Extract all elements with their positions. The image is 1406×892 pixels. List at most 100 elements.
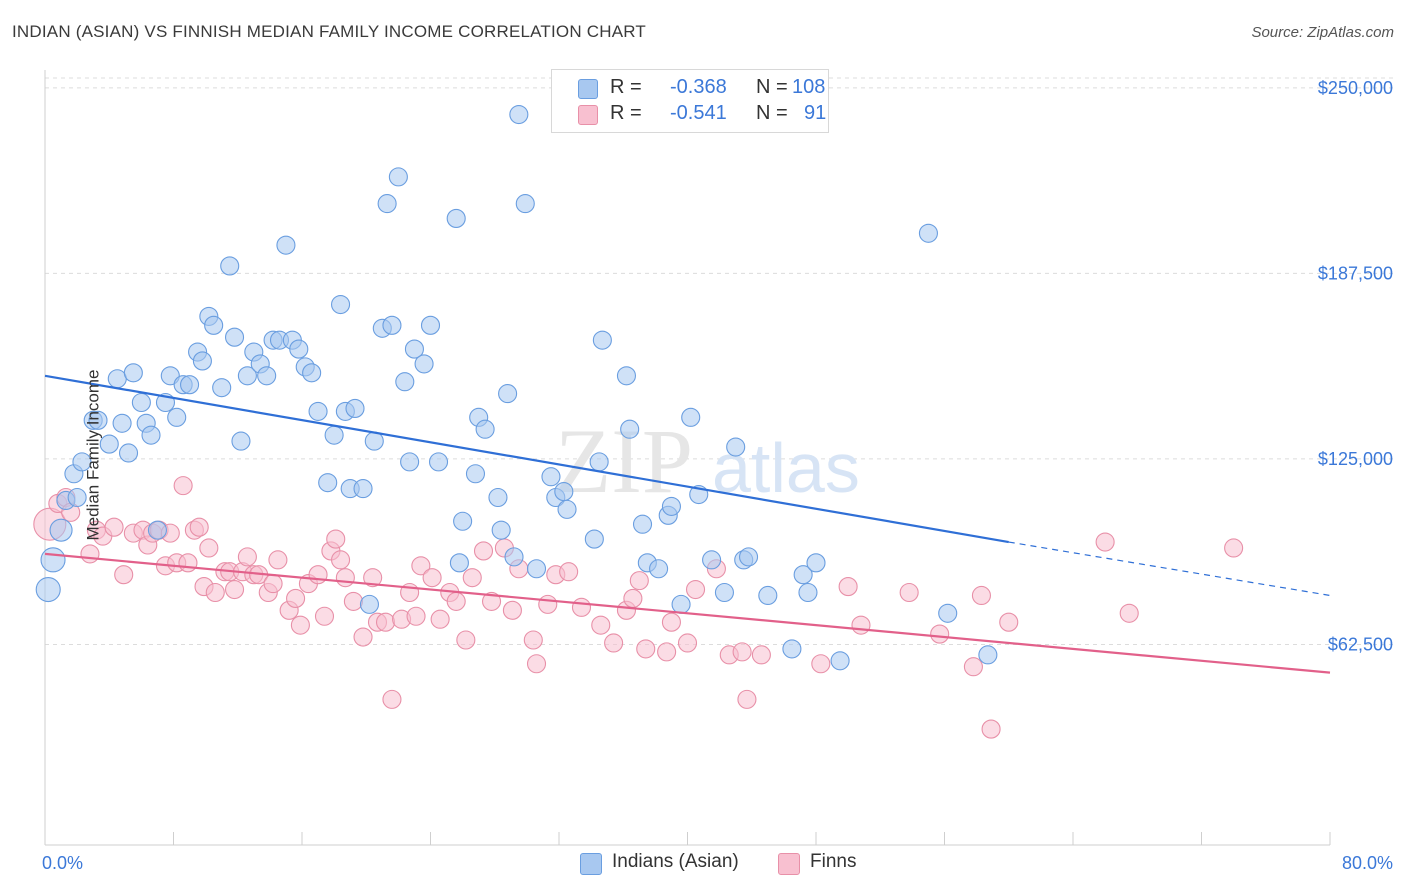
indians-point [180, 375, 200, 395]
indians-point [702, 550, 722, 570]
indians-point [308, 401, 328, 421]
finns-point [189, 517, 209, 537]
indians-point [67, 487, 87, 508]
indians-point [118, 443, 139, 463]
finns-point [462, 568, 482, 588]
indians-point [504, 547, 524, 567]
indians-point [345, 398, 365, 418]
indians-point [793, 565, 813, 585]
finns-point [737, 689, 757, 709]
finns-point [237, 547, 257, 567]
indians-point [359, 594, 380, 614]
indians-point [212, 378, 232, 398]
indians-point [509, 104, 529, 125]
indians-point [554, 482, 574, 502]
y-tick-label: $125,000 [1318, 449, 1393, 469]
finns-point [623, 588, 643, 608]
indians-point [204, 315, 224, 335]
finns-point [1095, 532, 1115, 552]
finns-point [178, 553, 198, 573]
indians-point [782, 639, 802, 659]
y-axis-label: Median Family Income [83, 369, 103, 541]
indians-point [632, 514, 653, 534]
finns-point [104, 517, 124, 537]
finns-point [838, 577, 858, 597]
source-note: Source: ZipAtlas.com [1251, 24, 1394, 41]
legend-r-value: -0.541 [670, 102, 727, 124]
indians-point [681, 407, 701, 427]
indians-point [488, 487, 508, 508]
indians-point [302, 363, 322, 383]
indians-point [192, 351, 212, 371]
indians-point [661, 496, 681, 516]
finns-point [411, 556, 431, 576]
finns-point [205, 582, 225, 603]
indians-point [224, 327, 245, 347]
finns-point [446, 591, 466, 611]
indians-point [35, 576, 61, 603]
finns-point [263, 574, 283, 594]
indians-point [237, 366, 257, 386]
finns-point [80, 544, 100, 564]
indians-point [404, 339, 424, 359]
indians-point [99, 434, 119, 454]
y-tick-label: $250,000 [1318, 78, 1393, 98]
indians-point [131, 392, 151, 413]
finns-point [571, 597, 592, 617]
finns-point [751, 645, 771, 665]
indians-point [88, 410, 108, 430]
indians-point [318, 473, 338, 493]
finns-point [430, 609, 450, 629]
finns-point [481, 591, 502, 611]
legend-r-label: R = [610, 76, 642, 98]
finns-trend-line [44, 552, 1331, 674]
legend-box: R = -0.368 N = 108 R = -0.541 N = 91 [551, 69, 829, 133]
finns-point [456, 630, 476, 650]
indians-point [449, 553, 469, 573]
indians-point [388, 167, 408, 187]
indians-point [72, 452, 92, 472]
indians-point [364, 431, 384, 451]
indians-point [220, 256, 240, 276]
indians-trend-extension [1008, 541, 1331, 597]
finns-point [422, 568, 442, 588]
indians-point [257, 366, 277, 386]
x-tick-label: 80.0% [1342, 853, 1393, 873]
indians-point [465, 464, 486, 484]
indians-point [541, 467, 561, 487]
finns-point [406, 606, 426, 626]
finns-point [343, 591, 363, 611]
finns-point [199, 538, 219, 558]
finns-point [661, 612, 681, 632]
indians-point [584, 529, 604, 549]
y-tick-label: $187,500 [1318, 263, 1393, 283]
finns-point [963, 657, 983, 677]
indians-point [123, 363, 143, 383]
finns-point [314, 606, 335, 626]
finns-point [732, 642, 752, 662]
finns-point [591, 615, 611, 635]
finns-point [899, 582, 919, 603]
indians-point [276, 235, 296, 255]
finns-point [502, 600, 522, 620]
indians-point [491, 520, 511, 540]
indians-point [938, 603, 958, 623]
finns-point [604, 633, 624, 653]
finns-point [224, 579, 245, 600]
indians-point [400, 452, 420, 472]
indians-point [414, 354, 434, 374]
finns-point [375, 612, 396, 632]
indians-point [428, 452, 449, 472]
legend-swatch-finns [578, 105, 598, 125]
indians-point [671, 594, 691, 614]
finns-point [382, 689, 402, 709]
finns-point [353, 627, 373, 647]
finns-point [308, 565, 328, 585]
finns-point [685, 579, 706, 600]
finns-point [523, 630, 543, 650]
finns-point [1224, 538, 1244, 558]
finns-point [114, 565, 134, 585]
finns-point [930, 624, 950, 644]
indians-point [526, 559, 547, 579]
legend-n-label: N = [756, 76, 788, 98]
